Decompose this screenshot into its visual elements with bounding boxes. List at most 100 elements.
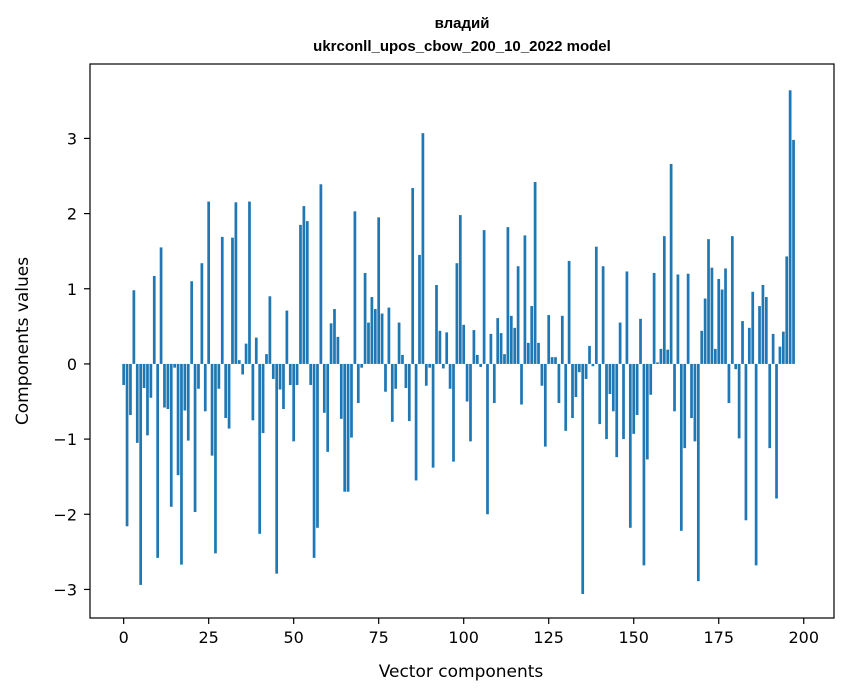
bar	[421, 133, 425, 364]
bar	[469, 363, 472, 442]
bar	[302, 206, 306, 364]
bar	[533, 182, 537, 364]
bar	[129, 363, 132, 416]
bar	[336, 336, 340, 364]
bar	[615, 363, 619, 458]
bar	[496, 318, 500, 364]
bar	[509, 315, 513, 364]
bar	[326, 363, 330, 452]
bar	[632, 363, 636, 434]
bar	[448, 363, 452, 389]
bar	[581, 363, 585, 594]
bar	[594, 246, 598, 364]
bar	[312, 363, 316, 558]
bar	[523, 235, 527, 364]
bar	[166, 363, 170, 410]
bar	[139, 363, 143, 585]
bar	[339, 363, 343, 419]
bar	[319, 184, 323, 364]
bar	[635, 363, 639, 416]
bar	[652, 272, 656, 364]
y-axis-label: Components values	[13, 257, 33, 425]
y-tick-label: 3	[67, 129, 77, 148]
bar	[401, 354, 404, 364]
x-tick-label: 25	[198, 628, 218, 647]
bar	[642, 363, 646, 566]
bar	[411, 188, 415, 364]
bar	[775, 363, 778, 499]
bar	[520, 363, 523, 405]
bar	[227, 363, 231, 429]
bar	[258, 363, 262, 534]
bar	[761, 285, 765, 364]
bar	[781, 331, 785, 364]
bar	[734, 363, 738, 370]
bar	[278, 363, 282, 390]
bar	[268, 296, 272, 364]
bar	[322, 363, 326, 413]
bar	[407, 363, 411, 422]
bar	[435, 285, 438, 364]
bar	[492, 363, 496, 404]
bar	[173, 363, 177, 368]
bar	[183, 363, 187, 411]
bar	[690, 363, 693, 419]
bar	[676, 274, 680, 364]
bar	[152, 275, 156, 364]
bar	[703, 298, 707, 364]
y-tick-label: −3	[53, 580, 77, 599]
y-tick-label: 0	[67, 355, 77, 374]
bar	[377, 217, 381, 364]
bar	[662, 236, 666, 364]
bar	[207, 201, 211, 364]
bar	[343, 363, 347, 492]
bar	[696, 363, 700, 582]
x-tick-label: 50	[284, 628, 304, 647]
chart-subtitle: ukrconll_upos_cbow_200_10_2022 model	[313, 38, 611, 55]
bar	[591, 363, 595, 367]
bar	[367, 322, 370, 364]
bar	[649, 363, 653, 395]
bar	[707, 239, 710, 364]
bar	[550, 357, 554, 364]
bar	[754, 363, 758, 566]
bar	[700, 330, 704, 364]
bar	[203, 363, 207, 412]
bar	[445, 332, 449, 364]
bar	[418, 254, 421, 364]
x-tick-label: 100	[448, 628, 479, 647]
bar	[214, 363, 217, 554]
bar	[537, 342, 540, 364]
bar	[584, 363, 588, 379]
bar	[785, 256, 789, 364]
bar	[458, 215, 462, 364]
bar	[503, 354, 506, 364]
bar	[397, 322, 401, 364]
y-axis: −3 −2 −1 0 1 2 3	[53, 129, 90, 599]
bar	[363, 272, 367, 364]
bar	[486, 363, 489, 515]
bar	[350, 363, 353, 438]
bar	[431, 363, 435, 468]
bar	[741, 321, 744, 364]
x-tick-label: 200	[788, 628, 819, 647]
bar	[241, 363, 245, 375]
bar	[679, 363, 683, 531]
bar	[564, 363, 568, 431]
bar	[628, 363, 632, 528]
bar	[424, 363, 428, 386]
chart-title: владий	[435, 15, 490, 32]
bar	[169, 363, 173, 507]
bar	[292, 363, 296, 442]
bar	[373, 309, 377, 364]
bar	[744, 363, 748, 521]
bar	[526, 342, 530, 364]
bar	[560, 315, 564, 364]
bar	[438, 330, 442, 364]
bar	[193, 363, 197, 513]
bar	[489, 333, 493, 364]
bar	[506, 227, 510, 364]
bar	[163, 363, 166, 408]
bar	[792, 139, 795, 364]
bar	[686, 273, 690, 364]
